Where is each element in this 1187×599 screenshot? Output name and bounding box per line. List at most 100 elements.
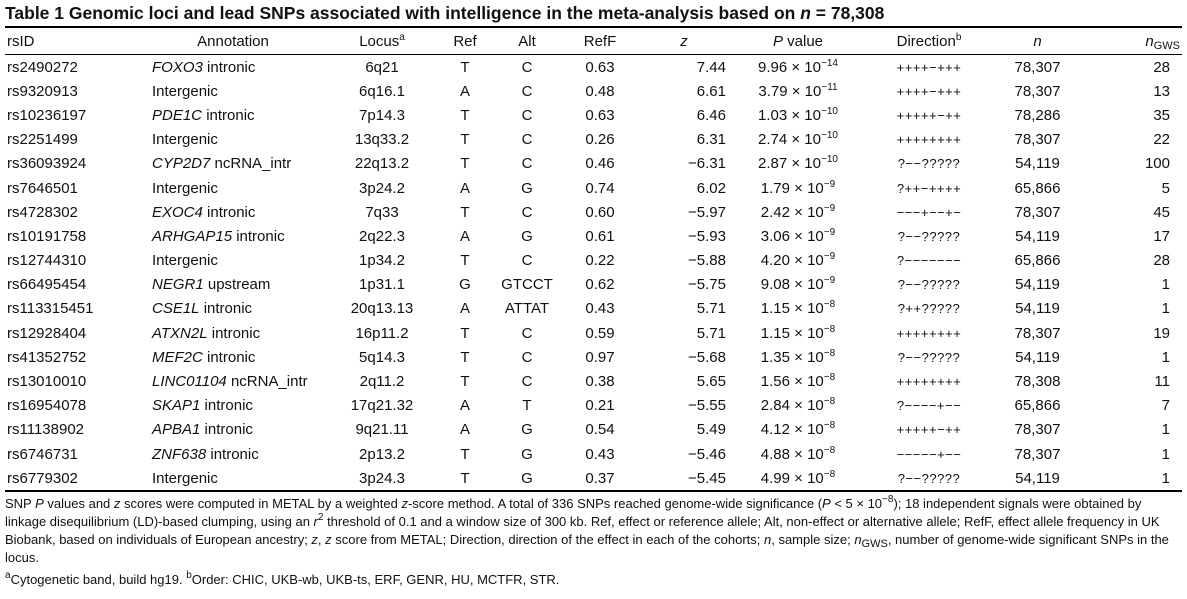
cell-pvalue: 4.12 × 10−8	[728, 418, 868, 442]
cell-pvalue: 4.99 × 10−8	[728, 466, 868, 491]
pvalue-exponent: −8	[823, 468, 836, 480]
cell-annotation: PDE1C intronic	[138, 103, 328, 127]
cell-alt: C	[521, 155, 533, 173]
pvalue-mantissa: 9.96 × 10	[758, 58, 821, 76]
cell-annotation: CSE1L intronic	[138, 297, 328, 321]
header-alt: Alt	[518, 32, 536, 50]
gene-name: LINC01104	[152, 373, 227, 391]
cell-direction: ++++++++	[896, 325, 962, 341]
cell-pvalue: 1.56 × 10−8	[728, 369, 868, 393]
cell-n: 78,308	[1014, 373, 1061, 391]
footnote-segment: ); 18 independent signals were obtained …	[5, 496, 1142, 530]
cell-reff: 0.63	[585, 106, 615, 124]
cell-ngws: 1	[1161, 276, 1170, 294]
cell-alt: C	[521, 106, 533, 124]
cell-reff: 0.59	[585, 324, 615, 342]
cell-reff: 0.54	[585, 421, 615, 439]
cell-reff: 0.26	[585, 131, 615, 149]
cell-ngws: 1	[1161, 445, 1170, 463]
cell-rsid: rs13010010	[7, 373, 87, 391]
header-locus: Locusa	[359, 31, 405, 50]
cell-direction: ++++++++	[896, 374, 962, 390]
cell-rsid: rs12744310	[7, 252, 87, 270]
table-row: rs12744310 Intergenic 1p34.2 T C 0.22 −5.88 4.2…	[5, 249, 1182, 273]
header-pvalue: P value	[772, 32, 824, 50]
cell-ref: T	[460, 58, 470, 76]
cell-rsid: rs10236197	[7, 106, 87, 124]
pvalue-mantissa: 1.56 × 10	[760, 373, 824, 391]
cell-direction: ?++?????	[897, 301, 961, 317]
cell-annotation: LINC01104 ncRNA_intr	[138, 369, 328, 393]
table-footnote: SNP P values and z scores were computed …	[5, 495, 1182, 589]
cell-n: 65,866	[1014, 397, 1061, 415]
pvalue-exponent: −8	[823, 444, 836, 456]
cell-locus: 2p13.2	[359, 445, 405, 463]
pvalue-mantissa: 2.42 × 10	[760, 203, 824, 221]
footnote-segment: r	[313, 514, 318, 530]
cell-n: 78,307	[1014, 131, 1061, 149]
cell-reff: 0.46	[585, 155, 615, 173]
footnote-segment: Cytogenetic band, build hg19.	[10, 572, 187, 588]
table-row: rs66495454 NEGR1 upstream 1p31.1 G GTCCT 0.62…	[5, 273, 1182, 297]
cell-n: 78,307	[1014, 82, 1061, 100]
cell-z: 5.49	[696, 421, 726, 439]
cell-ref: A	[459, 300, 470, 318]
cell-reff: 0.62	[585, 276, 615, 294]
cell-alt: C	[521, 373, 533, 391]
footnote-segment: n	[763, 532, 772, 548]
annotation-text: intronic	[206, 445, 259, 463]
pvalue-mantissa: 2.87 × 10	[758, 155, 821, 173]
annotation-text: intronic	[232, 227, 285, 245]
pvalue-exponent: −8	[823, 323, 836, 335]
cell-n: 54,119	[1015, 227, 1060, 245]
cell-direction: ++++++++	[896, 132, 962, 148]
cell-alt: C	[521, 203, 533, 221]
footnote-segment: z	[113, 496, 121, 512]
cell-n: 54,119	[1015, 348, 1060, 366]
cell-alt: GTCCT	[501, 276, 553, 294]
pvalue-exponent: −10	[821, 154, 838, 166]
cell-rsid: rs2251499	[7, 131, 78, 149]
cell-ref: A	[459, 227, 470, 245]
pvalue-mantissa: 1.15 × 10	[760, 300, 824, 318]
cell-direction: ?−−?????	[897, 277, 961, 293]
cell-z: 5.65	[696, 373, 726, 391]
footnote-segment: Order: CHIC, UKB-wb, UKB-ts, ERF, GENR, …	[191, 572, 560, 588]
cell-n: 78,307	[1014, 203, 1061, 221]
footnote-main: SNP P values and z scores were computed …	[5, 495, 1182, 567]
footnote-segment: P	[35, 496, 44, 512]
annotation-text: intronic	[202, 203, 256, 221]
pvalue-exponent: −9	[823, 178, 836, 190]
footnote-segment: z	[311, 532, 318, 548]
cell-alt: C	[521, 252, 533, 270]
header-ref: Ref	[453, 32, 477, 50]
annotation-text: intronic	[202, 348, 256, 366]
footnote-segment: values and	[43, 496, 114, 512]
pvalue-exponent: −8	[823, 396, 836, 408]
pvalue-mantissa: 1.79 × 10	[760, 179, 824, 197]
cell-ngws: 35	[1153, 106, 1170, 124]
cell-n: 78,307	[1014, 445, 1061, 463]
cell-alt: G	[521, 445, 533, 463]
cell-direction: −−−+−−+−	[896, 204, 962, 220]
annotation-text: intronic	[202, 58, 256, 76]
pvalue-mantissa: 9.08 × 10	[760, 276, 824, 294]
cell-z: −5.68	[688, 348, 726, 366]
gene-name: PDE1C	[152, 106, 203, 124]
cell-direction: ++++−+++	[896, 83, 962, 99]
cell-locus: 1p34.2	[359, 252, 405, 270]
cell-reff: 0.48	[585, 82, 615, 100]
annotation-text: intronic	[207, 324, 261, 342]
gene-name: ATXN2L	[152, 324, 208, 342]
table-row: rs41352752 MEF2C intronic 5q14.3 T C 0.97 −5.6…	[5, 345, 1182, 369]
pvalue-mantissa: 1.03 × 10	[758, 106, 821, 124]
cell-n: 78,286	[1014, 106, 1061, 124]
table-body: rs2490272 FOXO3 intronic 6q21 T C 0.63 7.44 9.9…	[5, 55, 1182, 492]
footnote-segment: GWS	[861, 538, 888, 551]
cell-locus: 1p31.1	[359, 276, 405, 294]
cell-rsid: rs66495454	[7, 276, 87, 294]
footnote-segment: score from METAL; Direction, direction o…	[331, 532, 764, 548]
footnote-segment: n	[854, 532, 862, 548]
cell-alt: G	[521, 469, 533, 487]
